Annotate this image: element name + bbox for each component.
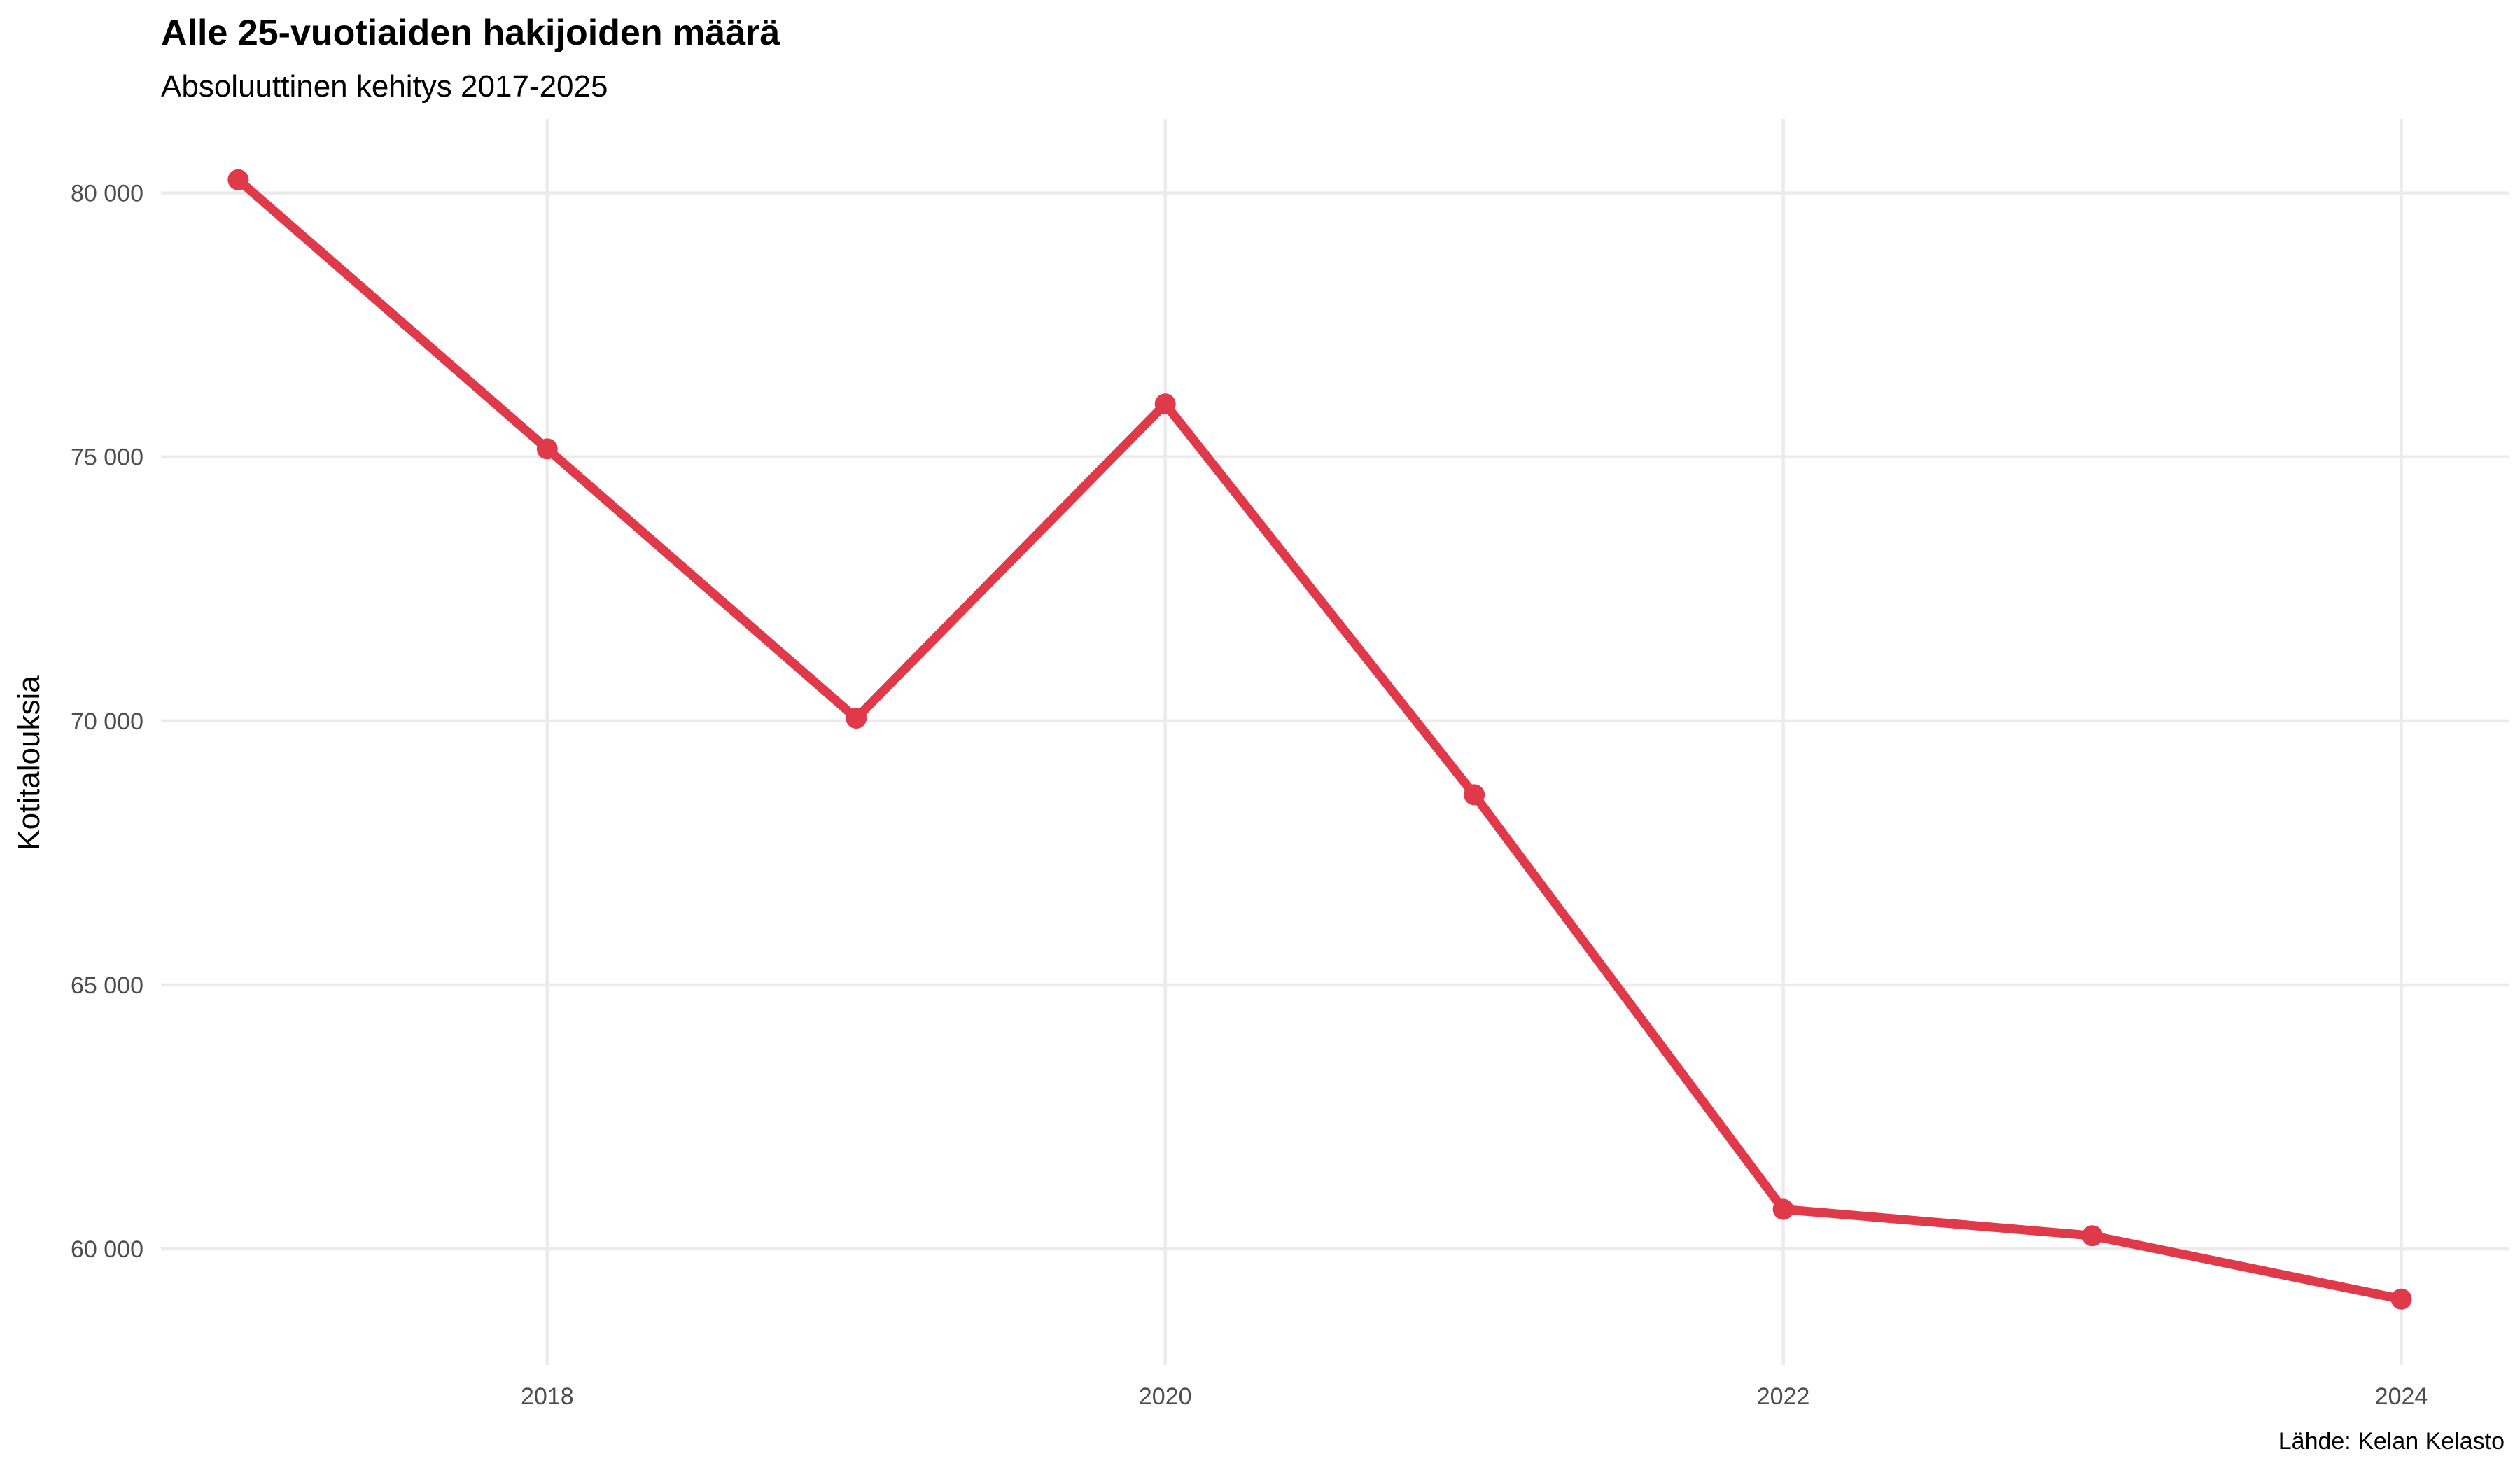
data-point <box>227 169 249 190</box>
y-axis-tick-labels: 60 000 65 000 70 000 75 000 80 000 <box>71 181 144 1263</box>
y-tick-label: 80 000 <box>71 181 144 207</box>
series-layer <box>227 169 2412 1310</box>
series-line <box>233 175 2406 1304</box>
y-tick-label: 65 000 <box>71 972 144 999</box>
data-point <box>2390 1288 2412 1310</box>
y-tick-label: 60 000 <box>71 1236 144 1263</box>
data-point <box>1464 784 1485 806</box>
x-tick-label: 2018 <box>521 1383 574 1410</box>
x-axis-tick-labels: 2018 2020 2022 2024 <box>521 1383 2428 1410</box>
x-tick-label: 2024 <box>2375 1383 2428 1410</box>
data-point <box>1154 393 1176 415</box>
chart-caption: Lähde: Kelan Kelasto <box>2278 1428 2505 1455</box>
data-point <box>846 708 867 729</box>
y-tick-label: 75 000 <box>71 444 144 471</box>
y-axis-title: Kotitalouksia <box>12 676 46 850</box>
x-tick-label: 2022 <box>1757 1383 1810 1410</box>
chart-title: Alle 25-vuotiaiden hakijoiden määrä <box>161 13 780 53</box>
y-tick-label: 70 000 <box>71 708 144 735</box>
data-point <box>1772 1198 1794 1220</box>
chart-subtitle: Absoluuttinen kehitys 2017-2025 <box>161 69 608 104</box>
data-point <box>2082 1225 2104 1247</box>
x-tick-label: 2020 <box>1139 1383 1192 1410</box>
data-point <box>536 438 558 460</box>
